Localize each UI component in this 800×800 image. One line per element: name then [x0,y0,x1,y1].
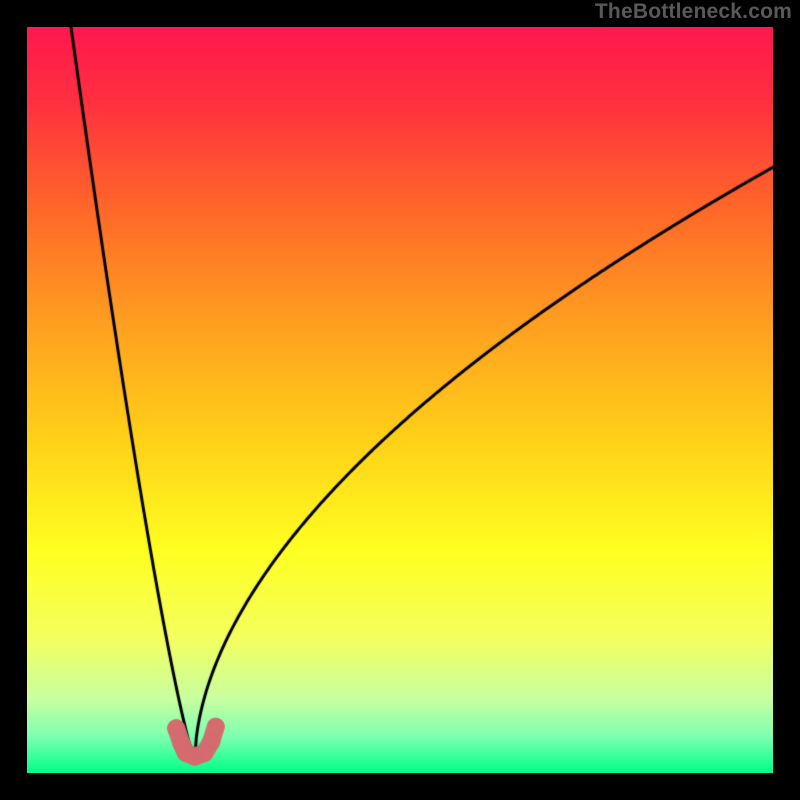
frame-right [773,0,800,800]
frame-bottom [0,773,800,800]
frame-left [0,0,27,800]
bottleneck-chart [27,27,773,773]
watermark-text: TheBottleneck.com [595,0,792,24]
